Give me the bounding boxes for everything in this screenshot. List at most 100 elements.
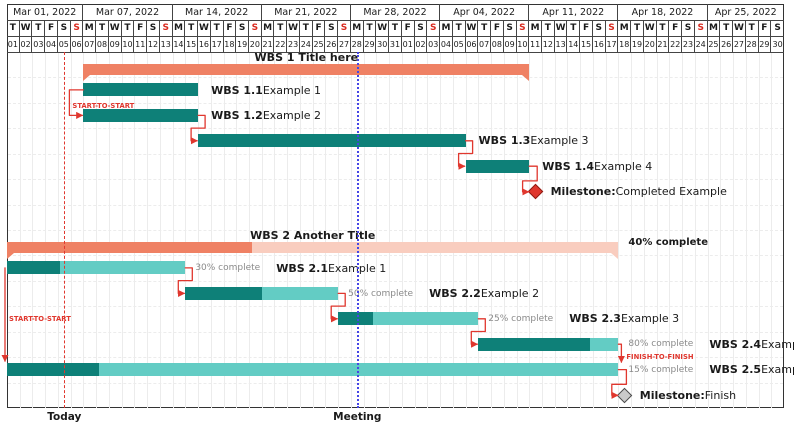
task-label-bold: WBS 2.3: [569, 312, 621, 326]
calendar-day-number-cell: 22: [274, 36, 288, 52]
calendar-day-letter-cell: M: [440, 20, 453, 36]
task-bar-complete: [7, 363, 99, 377]
group-bar-complete: [7, 242, 252, 253]
calendar-day-number-cell: 07: [83, 36, 97, 52]
calendar-day-letter-cell: T: [300, 20, 313, 36]
calendar-day-letter-cell: S: [325, 20, 339, 36]
calendar-day-number-cell: 10: [122, 36, 135, 52]
group-bar-right-tooth: [611, 253, 619, 259]
calendar-day-letter-cell: W: [555, 20, 568, 36]
task-bar: [83, 108, 199, 122]
calendar-day-number-cell: 19: [236, 36, 249, 52]
calendar-day-number-cell: 30: [772, 39, 783, 49]
task-label-bold: WBS 2.5: [709, 363, 762, 377]
calendar-week-cell: Mar 01, 2022: [7, 4, 84, 20]
calendar-day-number-cell: 09: [504, 36, 517, 52]
chart-frame: [7, 4, 784, 408]
calendar-day-letter-cell: W: [109, 20, 122, 36]
calendar-day-number-cell: 26: [325, 36, 339, 52]
calendar-day-letter-cell: T: [7, 20, 20, 36]
calendar-day-letter-cell: S: [695, 20, 708, 36]
calendar-day-letter-cell: S: [427, 20, 441, 36]
calendar-day-letter-cell: T: [96, 20, 109, 36]
calendar-day-number-cell: 11: [134, 36, 148, 52]
calendar-day-letter-cell: M: [173, 20, 186, 36]
calendar-day-letter-cell: S: [593, 20, 606, 36]
calendar-day-number-cell: 23: [682, 36, 695, 52]
calendar-day-letter-cell: T: [746, 20, 759, 36]
calendar-day-number-cell: 16: [593, 36, 606, 52]
calendar-day-letter-cell: T: [478, 20, 492, 36]
calendar-day-number-cell: 12: [147, 36, 160, 52]
marker-label-today: Today: [47, 411, 82, 423]
calendar-day-number-cell: 09: [109, 36, 122, 52]
task-label: WBS 1.3 Example 3: [479, 128, 589, 153]
calendar-day-number-cell: 06: [466, 36, 479, 52]
calendar-day-letter-cell: F: [224, 20, 237, 36]
calendar-day-letter-cell: S: [71, 20, 84, 36]
group-title: WBS 2 Another Title: [7, 229, 618, 242]
marker-line-meeting: [357, 52, 360, 408]
calendar-day-letter-cell: T: [657, 20, 670, 36]
calendar-day-number-cell: 18: [618, 36, 632, 52]
grid-row-line: [8, 153, 783, 155]
task-label-bold: WBS 1.1: [211, 83, 263, 97]
header-separator: [7, 20, 784, 21]
grid-row-line: [8, 77, 783, 79]
task-progress-label: 30% complete: [195, 263, 261, 274]
calendar-day-letter-cell: M: [83, 20, 97, 36]
calendar-day-letter-cell: S: [147, 20, 160, 36]
calendar-day-number-cell: 24: [300, 36, 313, 52]
calendar-day-letter-cell: F: [580, 20, 593, 36]
calendar-day-letter-cell: M: [529, 20, 542, 36]
group-bar: [83, 64, 530, 81]
calendar-week-cell: Mar 28, 2022: [351, 4, 441, 20]
milestone-label: Milestone: Finish: [640, 383, 736, 408]
calendar-day-letter-cell: W: [376, 20, 390, 36]
calendar-day-letter-cell: F: [45, 20, 58, 36]
header-separator: [7, 36, 784, 37]
calendar-day-letter-cell: T: [122, 20, 135, 36]
task-progress-label: 80% complete: [628, 339, 694, 350]
grid-row-line: [8, 179, 783, 181]
grid-row-line: [8, 128, 783, 130]
task-label: 25% complete WBS 2.3 Example 3: [488, 306, 679, 331]
calendar-day-number-cell: 08: [96, 36, 109, 52]
task-label-bold: WBS 1.2: [211, 109, 263, 123]
marker-line-today: [64, 52, 66, 408]
calendar-day-letter-cell: T: [453, 20, 466, 36]
calendar-day-letter-cell: M: [351, 20, 364, 36]
calendar-day-letter-cell: M: [708, 20, 721, 36]
calendar-day-letter-cell: S: [774, 23, 781, 33]
task-bar-complete: [338, 312, 374, 326]
grid-row-line: [8, 331, 783, 333]
calendar-day-letter-cell: F: [491, 20, 504, 36]
calendar-day-number-cell: 27: [338, 36, 351, 52]
task-progress-label: 25% complete: [488, 313, 554, 324]
grid-row-line: [8, 204, 783, 206]
calendar-day-number-cell: 05: [58, 36, 71, 52]
calendar-day-number-cell: 07: [478, 36, 492, 52]
calendar-day-letter-cell: M: [262, 20, 275, 36]
grid-row-line: [8, 280, 783, 282]
calendar-day-letter-cell: S: [504, 20, 517, 36]
calendar-day-letter-cell: S: [606, 20, 619, 36]
calendar-day-letter-cell: W: [20, 20, 33, 36]
calendar-week-cell: Mar 21, 2022: [262, 4, 351, 20]
calendar-day-number-cell: 14: [567, 36, 581, 52]
calendar-day-number-cell: 27: [733, 36, 746, 52]
task-bar: [83, 83, 199, 97]
calendar-day-number-cell: 01: [7, 36, 20, 52]
calendar-day-letter-cell: T: [364, 20, 377, 36]
calendar-day-number-cell: 26: [720, 36, 734, 52]
calendar-day-letter-cell: F: [402, 20, 415, 36]
calendar-day-letter-cell: F: [669, 20, 683, 36]
task-bar: [198, 134, 466, 148]
calendar-day-number-cell: 31: [389, 36, 402, 52]
task-label-text: Example 3: [530, 134, 589, 148]
calendar-day-number-cell: 08: [491, 36, 504, 52]
calendar-day-number-cell: 20: [249, 36, 262, 52]
calendar-day-number-cell: 21: [262, 36, 275, 52]
calendar-day-number-cell: 14: [173, 36, 186, 52]
